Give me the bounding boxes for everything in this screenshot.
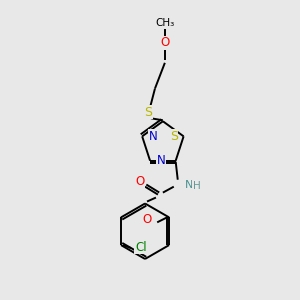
Text: N: N bbox=[185, 180, 193, 190]
Text: CH₃: CH₃ bbox=[155, 18, 175, 28]
Text: O: O bbox=[136, 175, 145, 188]
Text: O: O bbox=[160, 37, 170, 50]
Text: S: S bbox=[144, 106, 152, 119]
Text: O: O bbox=[142, 213, 152, 226]
Text: N: N bbox=[157, 154, 166, 167]
Text: H: H bbox=[193, 181, 200, 191]
Text: N: N bbox=[149, 130, 158, 143]
Text: Cl: Cl bbox=[135, 241, 147, 254]
Text: S: S bbox=[170, 130, 178, 143]
